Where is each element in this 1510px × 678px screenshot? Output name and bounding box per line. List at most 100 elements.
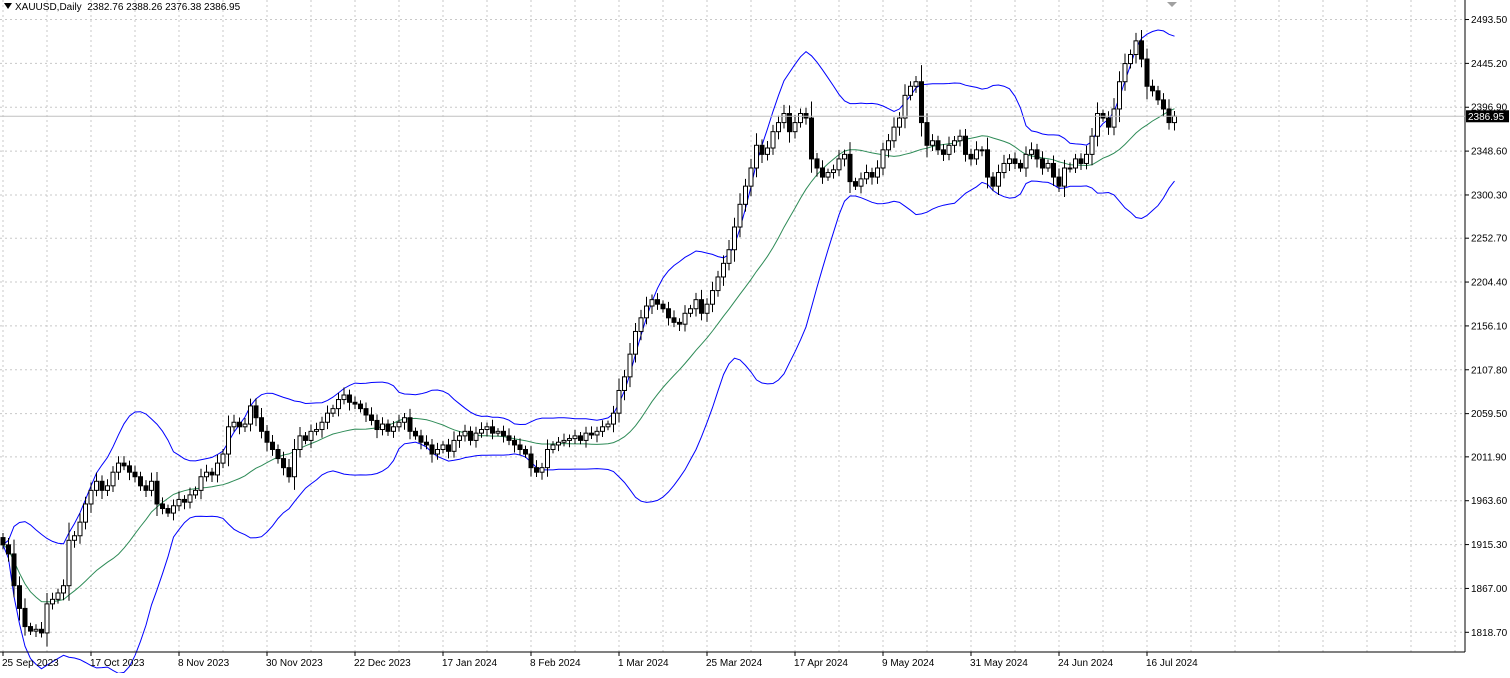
- candle[interactable]: [198, 468, 204, 500]
- candle[interactable]: [413, 427, 418, 440]
- candle[interactable]: [776, 115, 781, 140]
- candle[interactable]: [875, 160, 880, 184]
- candle[interactable]: [864, 164, 869, 185]
- candle[interactable]: [165, 504, 171, 517]
- candle[interactable]: [600, 420, 605, 438]
- candle[interactable]: [1084, 145, 1089, 170]
- candle[interactable]: [446, 438, 451, 459]
- candle[interactable]: [847, 142, 853, 193]
- candle[interactable]: [902, 84, 908, 129]
- candle[interactable]: [974, 141, 979, 165]
- candle[interactable]: [457, 431, 462, 448]
- candle[interactable]: [231, 414, 237, 432]
- candle[interactable]: [605, 420, 611, 431]
- candle[interactable]: [374, 414, 380, 439]
- candle[interactable]: [1144, 48, 1150, 100]
- candle[interactable]: [649, 294, 655, 314]
- candle[interactable]: [1023, 146, 1029, 177]
- candle[interactable]: [308, 424, 314, 449]
- candle[interactable]: [209, 467, 215, 482]
- candle[interactable]: [688, 304, 693, 318]
- candle[interactable]: [297, 427, 303, 458]
- candle[interactable]: [1133, 32, 1139, 64]
- candle[interactable]: [1045, 159, 1051, 172]
- candle[interactable]: [303, 432, 308, 445]
- candle[interactable]: [952, 135, 957, 153]
- candle[interactable]: [534, 460, 539, 477]
- candle[interactable]: [110, 466, 116, 492]
- candle[interactable]: [704, 298, 710, 322]
- candle[interactable]: [11, 539, 17, 598]
- candle[interactable]: [121, 456, 127, 471]
- candle[interactable]: [226, 415, 231, 467]
- candle[interactable]: [451, 431, 457, 458]
- candle[interactable]: [187, 487, 193, 509]
- candle[interactable]: [1018, 159, 1023, 172]
- candle[interactable]: [127, 460, 132, 481]
- candle[interactable]: [1078, 153, 1084, 171]
- candle[interactable]: [842, 149, 847, 167]
- candle[interactable]: [237, 417, 242, 435]
- candle[interactable]: [264, 424, 270, 452]
- candle[interactable]: [913, 76, 919, 93]
- candle[interactable]: [572, 429, 578, 444]
- candle[interactable]: [281, 451, 286, 476]
- candle[interactable]: [550, 441, 556, 454]
- candle[interactable]: [622, 369, 627, 401]
- candle[interactable]: [336, 392, 341, 417]
- candle[interactable]: [539, 462, 545, 480]
- candle[interactable]: [1106, 111, 1111, 135]
- candle[interactable]: [171, 499, 176, 521]
- candle[interactable]: [567, 434, 572, 448]
- candle[interactable]: [924, 113, 930, 158]
- candle[interactable]: [50, 592, 55, 610]
- candle[interactable]: [330, 404, 336, 418]
- candle[interactable]: [341, 387, 347, 405]
- candle[interactable]: [743, 178, 748, 212]
- candle[interactable]: [1007, 154, 1012, 171]
- candle[interactable]: [314, 422, 319, 436]
- candle[interactable]: [886, 133, 891, 158]
- candle[interactable]: [253, 398, 259, 427]
- candle[interactable]: [138, 471, 143, 491]
- candle[interactable]: [919, 65, 924, 137]
- candle[interactable]: [215, 454, 220, 483]
- candle[interactable]: [468, 426, 473, 446]
- candle[interactable]: [44, 592, 50, 647]
- candle[interactable]: [963, 128, 968, 162]
- candle[interactable]: [880, 142, 886, 176]
- candle[interactable]: [1034, 143, 1040, 168]
- candle[interactable]: [1117, 71, 1122, 123]
- candle[interactable]: [484, 422, 490, 437]
- candle[interactable]: [182, 495, 187, 510]
- candle[interactable]: [391, 421, 396, 438]
- candle[interactable]: [33, 624, 39, 638]
- candle[interactable]: [644, 296, 649, 325]
- candle[interactable]: [407, 408, 413, 440]
- candle[interactable]: [347, 389, 352, 411]
- candle[interactable]: [985, 137, 990, 189]
- candle[interactable]: [715, 270, 721, 297]
- candle[interactable]: [1029, 142, 1034, 160]
- candle[interactable]: [941, 144, 946, 161]
- candle[interactable]: [473, 426, 479, 448]
- candle[interactable]: [996, 164, 1001, 196]
- candle[interactable]: [6, 538, 11, 562]
- candle[interactable]: [380, 417, 385, 436]
- candle[interactable]: [83, 496, 88, 530]
- candle[interactable]: [402, 412, 407, 430]
- candle[interactable]: [1128, 49, 1133, 69]
- candle[interactable]: [891, 117, 897, 148]
- candle[interactable]: [1095, 102, 1100, 147]
- candle[interactable]: [814, 153, 820, 177]
- candle[interactable]: [506, 428, 512, 446]
- candle[interactable]: [737, 193, 743, 238]
- candle[interactable]: [611, 405, 616, 433]
- candle[interactable]: [517, 438, 523, 456]
- candle[interactable]: [1001, 154, 1007, 179]
- candle[interactable]: [748, 158, 754, 197]
- candle[interactable]: [765, 140, 770, 161]
- candle[interactable]: [72, 530, 77, 548]
